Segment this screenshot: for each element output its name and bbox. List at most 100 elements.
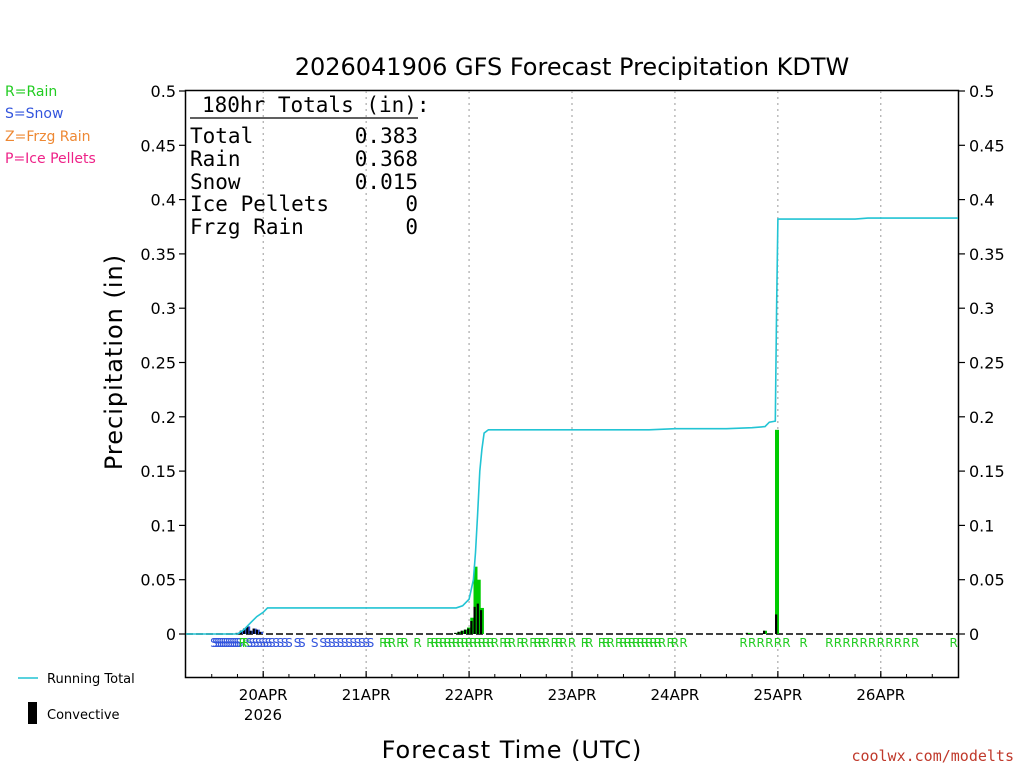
ptype-marker: S [345,636,353,650]
ptype-marker: R [774,636,782,650]
y-tick-label-left: 0.2 [151,408,176,427]
convective-bar [457,631,460,634]
ptype-marker: S [337,636,345,650]
ptype-marker: R [242,636,250,650]
convective-bar [745,632,749,634]
y-tick-label-right: 0.15 [969,462,1005,481]
x-tick-label: 21APR [342,686,391,704]
ptype-marker: R [950,636,958,650]
ptype-marker: R [529,636,537,650]
ptype-marker: R [649,636,657,650]
ptype-marker: R [456,636,464,650]
ptype-marker: R [598,636,606,650]
totals-box: 180hr Totals (in): Total 0.383 Rain 0.36… [190,93,430,239]
precip-bar [775,429,780,634]
ptype-marker: S [268,636,276,650]
totals-frzg-rain-value: 0 [405,215,418,239]
ptype-marker: S [272,636,280,650]
ptype-marker: R [413,636,421,650]
y-tick-label-left: 0.3 [151,299,176,318]
ptype-marker: S [258,636,266,650]
y-tick-label-left: 0.25 [140,354,176,373]
ptype-marker: S [249,636,257,650]
ptype-marker: R [624,636,632,650]
y-axis-label: Precipitation (in) [100,254,128,470]
ptype-marker: R [559,636,567,650]
ptype-marker: R [842,636,850,650]
chart-title: 2026041906 GFS Forecast Precipitation KD… [295,53,850,81]
series-legend: Running Total Convective [18,672,135,724]
convective-bar [763,630,766,634]
totals-total-value: 0.383 [355,124,418,148]
ptype-marker: R [666,636,674,650]
ptype-marker: R [452,636,460,650]
y-tick-label-right: 0.05 [969,571,1005,590]
ptype-marker: R [538,636,546,650]
ptype-marker: R [486,636,494,650]
year-label: 2026 [244,706,282,724]
ptype-marker: R [645,636,653,650]
ptype-marker: R [585,636,593,650]
ptype-marker: R [739,636,747,650]
ptype-marker: R [499,636,507,650]
ptype-marker: R [534,636,542,650]
ptype-marker: R [396,636,404,650]
totals-ice-pellets-label: Ice Pellets [190,192,329,216]
ptype-marker: R [551,636,559,650]
ptype-legend-ice-pellets: P=Ice Pellets [5,151,96,167]
ptype-marker: R [628,636,636,650]
convective-bar [460,630,463,634]
y-tick-label-right: 0.5 [969,82,994,101]
gridlines [186,91,958,677]
running-total-layer [186,217,958,635]
ptype-marker: S [341,636,349,650]
ptype-marker: S [227,636,235,650]
ptype-marker: R [465,636,473,650]
ptype-marker: R [606,636,614,650]
ptype-marker: R [508,636,516,650]
ptype-marker: R [491,636,499,650]
totals-total-label: Total [190,124,253,148]
ptype-marker: R [473,636,481,650]
ptype-marker: R [782,636,790,650]
totals-snow-value: 0.015 [355,170,418,194]
ptype-marker: S [236,636,244,650]
totals-rain-label: Rain [190,147,241,171]
x-tick-label: 25APR [753,686,802,704]
totals-rain-value: 0.368 [355,147,418,171]
y-tick-label-right: 0.2 [969,408,994,427]
y-tick-label-left: 0 [166,625,176,644]
ptype-marker: R [461,636,469,650]
ptype-marker: S [212,636,220,650]
ptype-marker: R [765,636,773,650]
convective-bar [463,629,467,634]
plot-frame [184,89,960,679]
ptype-marker: R [894,636,902,650]
ptype-marker: S [281,636,289,650]
convective-bar [242,628,246,634]
convective-bar [479,610,483,634]
ptype-marker: R [568,636,576,650]
ptype-marker: S [285,636,293,650]
convective-legend-label: Convective [47,708,120,723]
ptype-marker: S [262,636,270,650]
ptype-marker: R [632,636,640,650]
ptype-marker: R [239,636,247,650]
totals-ice-pellets-value: 0 [405,192,418,216]
ptype-marker: S [229,636,237,650]
convective-bar [259,631,262,634]
ptype-legend: R=Rain S=Snow Z=Frzg Rain P=Ice Pellets [5,84,96,167]
x-tick-label: 24APR [651,686,700,704]
ptype-marker: R [448,636,456,650]
ptype-marker: S [210,636,218,650]
ptype-marker: S [234,636,242,650]
ptype-marker: R [641,636,649,650]
ptype-marker: R [581,636,589,650]
ptype-marker: R [388,636,396,650]
y-tick-label-left: 0.1 [151,516,176,535]
ptype-marker: R [885,636,893,650]
ptype-marker: R [602,636,610,650]
ptype-marker: S [225,636,233,650]
ptype-marker: R [426,636,434,650]
